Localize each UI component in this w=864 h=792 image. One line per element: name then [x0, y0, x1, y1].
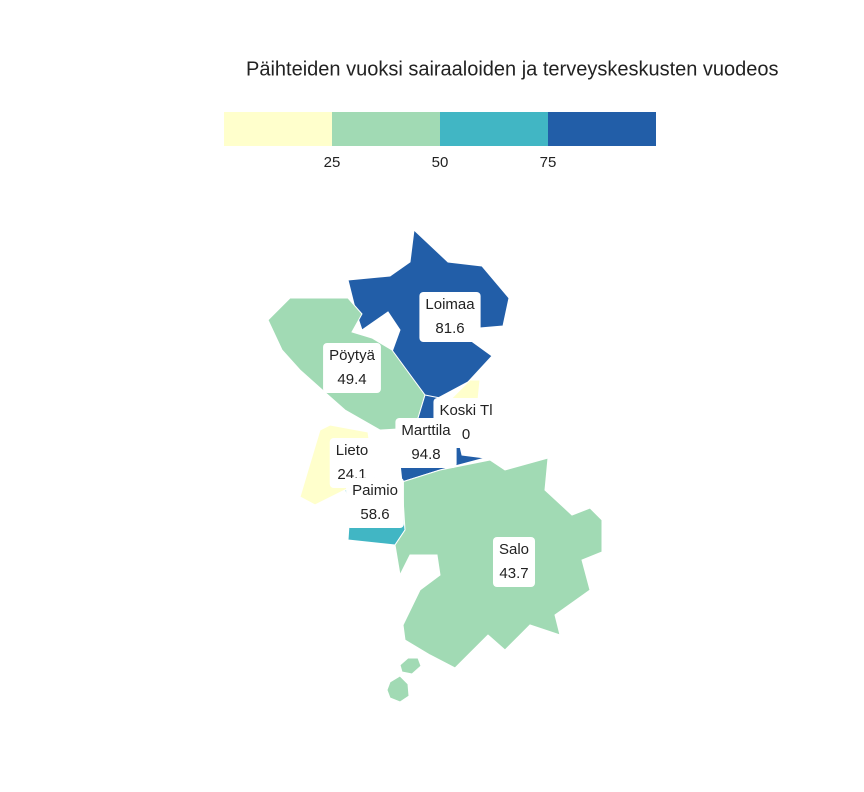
- label-box: [329, 438, 375, 488]
- region-label: Loimaa 81.6: [419, 292, 481, 342]
- legend-swatch: [440, 112, 548, 146]
- region-value: 43.7: [499, 565, 528, 582]
- legend-swatch: [332, 112, 440, 146]
- region-name: Salo: [499, 541, 529, 558]
- label-box: [419, 292, 481, 342]
- region-name: Loimaa: [425, 296, 475, 313]
- legend-tick-label: 25: [324, 154, 341, 171]
- region-label: Paimio 58.6: [346, 478, 404, 528]
- legend-swatch: [548, 112, 656, 146]
- region-name: Koski Tl: [439, 402, 492, 419]
- legend-swatch: [224, 112, 332, 146]
- labels: Loimaa 81.6 Pöytyä 49.4 Koski Tl 0 Marttila 94.…: [323, 292, 536, 587]
- region-name: Paimio: [352, 482, 398, 499]
- region-value: 58.6: [360, 506, 389, 523]
- label-box: [323, 343, 381, 393]
- label-box: [395, 418, 457, 468]
- region-name: Lieto: [336, 442, 369, 459]
- legend-tick-label: 50: [432, 154, 449, 171]
- legend: 25 50 75: [224, 112, 656, 171]
- region-name: Marttila: [401, 422, 451, 439]
- region-name: Pöytyä: [329, 347, 376, 364]
- region-label: Marttila 94.8: [395, 418, 457, 468]
- region-value: 94.8: [411, 446, 440, 463]
- region: [386, 675, 410, 703]
- region-label: Pöytyä 49.4: [323, 343, 381, 393]
- legend-tick-label: 75: [540, 154, 557, 171]
- region-value: 49.4: [337, 371, 366, 388]
- label-box: [346, 478, 404, 528]
- region-value: 81.6: [435, 320, 464, 337]
- region-label: Salo 43.7: [492, 537, 536, 587]
- region: [399, 657, 422, 675]
- region-value: 0: [462, 426, 470, 443]
- map-title: Päihteiden vuoksi sairaaloiden ja tervey…: [246, 58, 779, 80]
- label-box: [492, 537, 536, 587]
